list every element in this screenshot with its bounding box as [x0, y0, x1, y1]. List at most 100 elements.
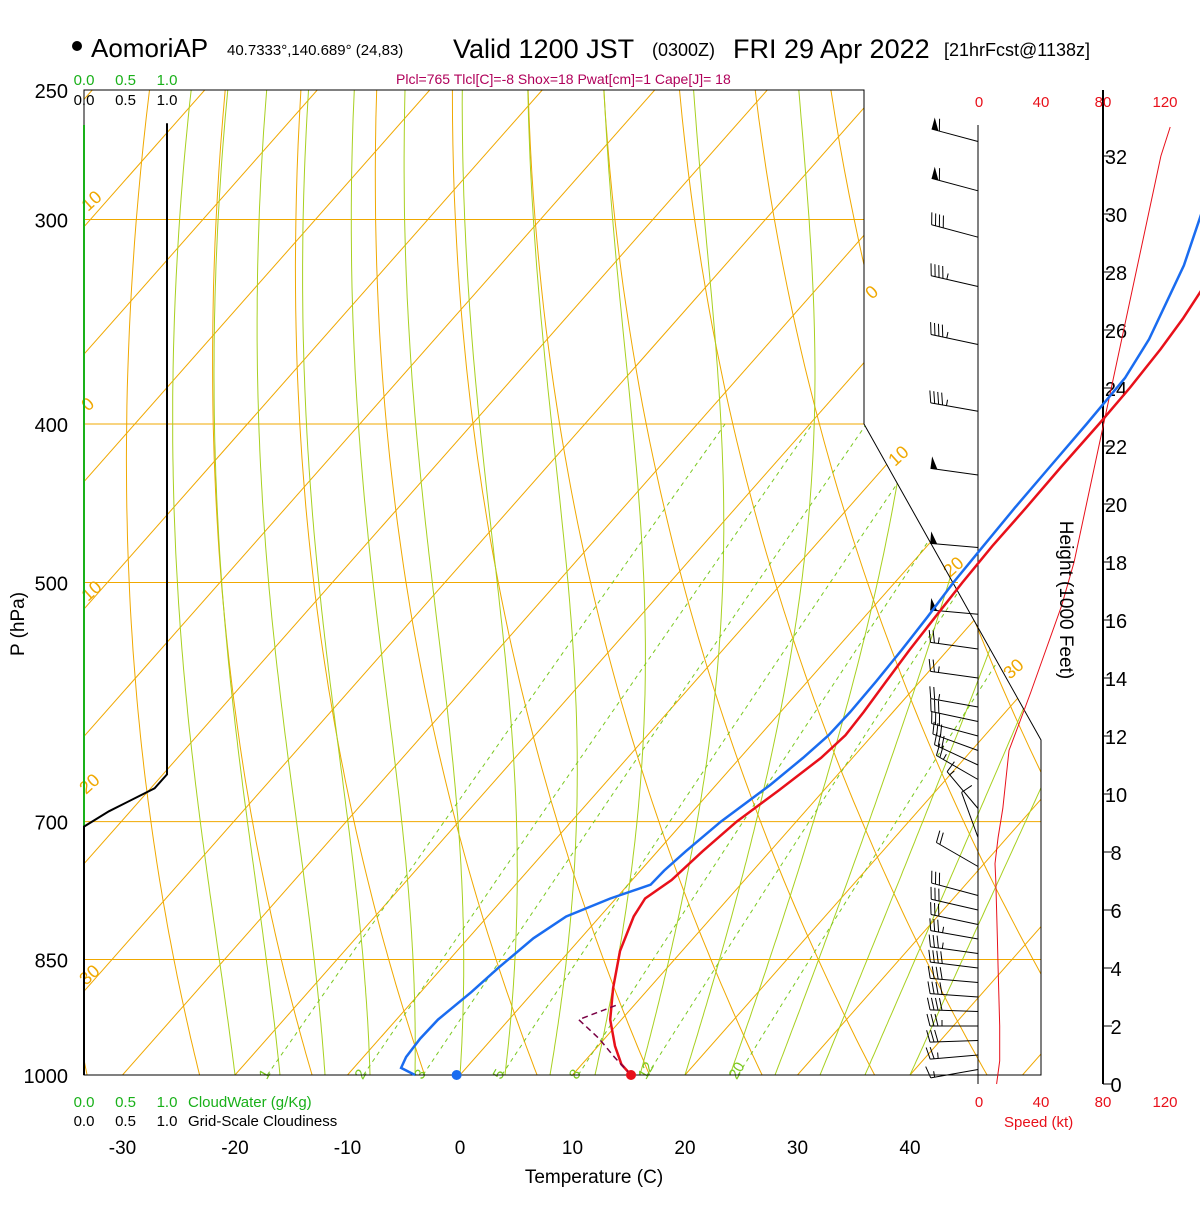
wind-barb: [927, 998, 978, 1012]
mixing-ratio-label: 12: [635, 1059, 658, 1082]
wind-barb-flag: [936, 967, 938, 979]
pressure-tick-label: 700: [35, 813, 68, 835]
wind-barb-flag: [935, 998, 938, 1010]
height-tick-label: 2: [1110, 1017, 1121, 1039]
cloudwater-label: CloudWater (g/Kg): [188, 1094, 312, 1111]
cloudwater-tick-top: 0.5: [115, 72, 136, 89]
wind-barb-flag: [933, 660, 934, 672]
wind-barb: [930, 456, 978, 475]
wind-barb-pennant: [930, 531, 937, 544]
wind-barb-half-flag: [943, 754, 946, 759]
wind-barb: [932, 711, 978, 736]
wind-barb-flag: [936, 831, 939, 843]
y-axis-title: P (hPa): [8, 592, 29, 656]
wind-barb-staff: [933, 734, 978, 750]
wind-barb-half-flag: [938, 1053, 939, 1059]
mixing-ratio-label: 20: [726, 1059, 749, 1082]
wind-barb-staff: [931, 1070, 978, 1078]
height-tick-label: 4: [1110, 959, 1121, 981]
wind-barb-staff: [931, 335, 978, 345]
sounding-dewpoint-line: [401, 123, 1200, 1075]
wind-barb-half-flag: [938, 637, 939, 643]
isotherm-label: 10: [884, 442, 912, 470]
pressure-tick-label: 1000: [24, 1066, 69, 1088]
height-tick-label: 20: [1105, 495, 1127, 517]
wind-speed-title: Speed (kt): [1004, 1114, 1073, 1131]
speed-tick-top: 120: [1152, 94, 1177, 111]
wind-barb: [930, 686, 978, 707]
speed-tick-bottom: 120: [1152, 1094, 1177, 1111]
temperature-tick-label: 0: [455, 1138, 466, 1159]
wind-barb-staff: [931, 931, 978, 939]
wind-speed-line: [995, 127, 1170, 1084]
wind-barb-half-flag: [942, 943, 943, 949]
surface-point: [452, 1070, 462, 1080]
height-tick-label: 16: [1105, 611, 1127, 633]
wind-barb-pennant: [932, 117, 939, 130]
wind-barb: [932, 117, 978, 141]
cloudiness-tick-top: 1.0: [157, 92, 178, 109]
height-tick-label: 0: [1110, 1075, 1121, 1097]
mixing-ratio-line: [267, 424, 725, 1075]
speed-tick-top: 0: [975, 94, 983, 111]
temperature-tick-label: 30: [787, 1138, 808, 1159]
wind-barb: [936, 831, 978, 867]
wind-barb-flag: [934, 919, 935, 931]
wind-barb-flag: [934, 687, 935, 699]
wind-barb: [930, 531, 978, 547]
cloudwater-tick-top: 0.0: [74, 72, 95, 89]
isotherm-label: 10: [77, 577, 105, 605]
speed-tick-bottom: 80: [1095, 1094, 1112, 1111]
wind-barb-staff: [930, 543, 978, 547]
wind-barb-half-flag: [943, 927, 944, 933]
wind-barb-flag: [929, 935, 930, 947]
height-tick-label: 12: [1105, 727, 1127, 749]
wind-barb-flag: [932, 982, 934, 994]
cloudwater-tick-top: 1.0: [157, 72, 178, 89]
pressure-tick-label: 400: [35, 415, 68, 437]
speed-tick-top: 40: [1033, 94, 1050, 111]
isotherm-label: 0: [77, 393, 98, 415]
station-bullet-icon: [72, 41, 82, 51]
wind-barb-flag: [937, 951, 939, 963]
isotherm-label: 20: [75, 770, 103, 798]
temperature-tick-label: -30: [109, 1138, 136, 1159]
wind-barb-flag: [927, 1014, 930, 1026]
temperature-tick-label: -20: [221, 1138, 248, 1159]
height-axis-title: Height (1000 Feet): [1055, 521, 1076, 679]
temperature-tick-label: -10: [334, 1138, 361, 1159]
mixing-ratio-line: [647, 424, 1068, 1075]
wind-barb-flag: [931, 1030, 934, 1042]
pressure-tick-label: 500: [35, 574, 68, 596]
wind-barb: [962, 785, 978, 837]
wind-barb-flag: [940, 967, 942, 979]
cloudiness-tick-bottom: 0.5: [115, 1113, 136, 1130]
valid-utc: (0300Z): [652, 40, 715, 60]
wind-barb-half-flag: [947, 273, 948, 279]
valid-date: FRI 29 Apr 2022: [733, 34, 930, 64]
wind-barb-flag: [928, 981, 930, 993]
speed-tick-top: 80: [1095, 94, 1112, 111]
wind-barb-flag: [929, 659, 930, 671]
wind-barb-staff: [930, 468, 978, 475]
dry-adiabat-line: [982, 90, 1200, 1075]
wind-barb-flag: [941, 951, 943, 963]
wind-barb-flag: [931, 998, 934, 1010]
station-location: 40.7333°,140.689° (24,83): [227, 42, 403, 59]
wind-barb-flag: [929, 630, 930, 642]
wind-barb-flag: [938, 392, 939, 404]
wind-barb-flag: [930, 918, 931, 930]
height-tick-label: 32: [1105, 147, 1127, 169]
stability-indices: Plcl=765 Tlcl[C]=-8 Shox=18 Pwat[cm]=1 C…: [396, 71, 731, 87]
height-tick-label: 18: [1105, 553, 1127, 575]
wind-barb: [929, 630, 978, 649]
dry-adiabat-line: [1058, 90, 1200, 1075]
wind-barb-staff: [930, 947, 978, 954]
cloudiness-tick-top: 0.0: [74, 92, 95, 109]
wind-barb-flag: [938, 920, 939, 932]
surface-point: [626, 1070, 636, 1080]
wind-barb-staff: [932, 724, 978, 736]
